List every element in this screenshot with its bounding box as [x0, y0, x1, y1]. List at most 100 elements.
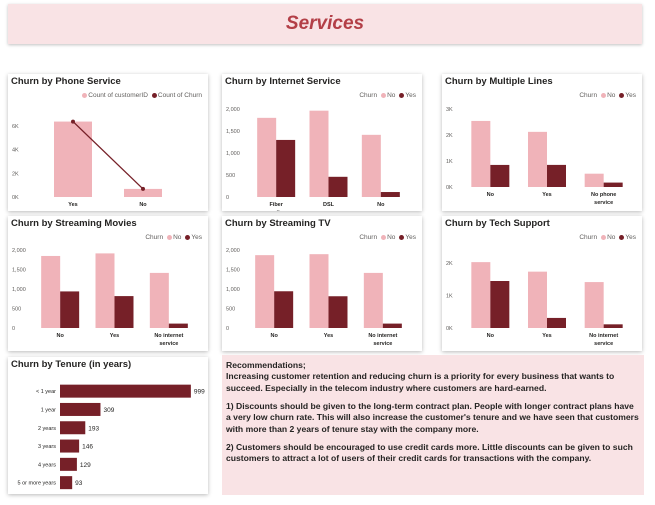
x-tick-label: service [594, 200, 613, 206]
bar-yes [490, 281, 510, 328]
y-tick-label: 2K [12, 171, 19, 177]
x-tick-label: Yes [110, 333, 119, 339]
legend-label: Count of customerID [88, 92, 148, 99]
x-tick-label: No internet [589, 333, 618, 339]
chart-plot: < 1 year 999 1 year 309 2 years 193 3 years 146… [17, 384, 205, 490]
legend-label: Yes [191, 234, 202, 241]
bar-yes [328, 296, 348, 328]
y-tick-label: 2,000 [226, 107, 240, 113]
bar [54, 121, 92, 197]
y-tick-label: 1K [446, 159, 453, 165]
bar [60, 476, 73, 490]
series-line [72, 121, 144, 190]
page-header: Services [8, 4, 642, 44]
legend-dot [619, 234, 625, 240]
chart-title: Churn by Tenure (in years) [11, 359, 132, 370]
chart-card-streaming-tv[interactable]: Churn by Streaming TV Churn No Yes 0 500 1… [222, 216, 422, 351]
bar-no [41, 255, 61, 328]
x-tick-label: service [594, 341, 613, 347]
legend-dot [619, 92, 625, 98]
x-tick-label: DSL [323, 202, 335, 208]
data-label: 193 [88, 425, 99, 432]
bar-no [95, 253, 115, 328]
bar-yes [168, 323, 188, 328]
x-tick-label: No [56, 333, 64, 339]
legend-label: Yes [405, 234, 416, 241]
chart-title: Churn by Internet Service [225, 76, 341, 87]
y-tick-label: 1,500 [226, 129, 240, 135]
y-tick-label: 500 [226, 307, 235, 313]
bar [60, 384, 191, 398]
page-title: Services [285, 13, 365, 34]
legend-title: Churn [145, 234, 164, 241]
chart-title: Churn by Streaming Movies [11, 218, 137, 229]
y-tick-label: 1,500 [12, 268, 26, 274]
y-tick-label: 4 years [38, 462, 56, 468]
y-tick-label: 0K [12, 195, 19, 201]
data-label: 129 [80, 462, 91, 469]
y-tick-label: 5 or more years [17, 481, 56, 487]
y-tick-label: 1 year [41, 407, 56, 413]
bar-no [149, 272, 169, 328]
chart-title: Churn by Phone Service [11, 76, 121, 87]
y-tick-label: 1,000 [12, 287, 26, 293]
bar-no [528, 271, 547, 328]
legend-label: Yes [625, 92, 636, 99]
legend-dot [151, 92, 157, 98]
x-tick-label: No internet [154, 333, 183, 339]
bar [60, 457, 77, 471]
y-tick-label: 0K [446, 326, 453, 332]
y-tick-label: 2K [446, 133, 453, 139]
y-tick-label: 2,000 [12, 248, 26, 254]
legend-label: Count of Churn [157, 92, 202, 99]
chart-card-streaming-movies[interactable]: Churn by Streaming Movies Churn No Yes 0… [8, 216, 208, 351]
legend-title: Churn [359, 234, 378, 241]
bar-no [584, 282, 604, 328]
chart-plot: 0K 2K 4K 6K Yes No [12, 119, 162, 208]
legend-label: No [607, 234, 616, 241]
x-tick-label: No [487, 192, 495, 198]
bar-yes [547, 164, 566, 187]
y-tick-label: 3 years [38, 444, 56, 450]
bar-no [255, 255, 275, 328]
y-tick-label: 500 [12, 307, 21, 313]
bar-yes [382, 323, 402, 328]
chart-card-tech-support[interactable]: Churn by Tech Support Churn No Yes 0K 1K 2… [442, 216, 642, 351]
data-label: 309 [103, 407, 114, 414]
bar-no [528, 131, 547, 187]
x-tick-label: No [270, 333, 278, 339]
chart-card-phone-service[interactable]: Churn by Phone Service Count of customer… [8, 74, 208, 211]
chart-card-internet-service[interactable]: Churn by Internet Service Churn No Yes 0… [222, 74, 422, 211]
chart-plot: 0 500 1,000 1,500 2,000 Fiber optic DSL No [226, 107, 400, 211]
y-tick-label: 3K [446, 107, 453, 113]
bar-yes [328, 176, 348, 197]
x-tick-label: No [377, 202, 385, 208]
y-tick-label: 2 years [38, 426, 56, 432]
bar-yes [547, 317, 566, 328]
y-tick-label: 1,000 [226, 151, 240, 157]
x-tick-label: Fiber [269, 202, 283, 208]
x-tick-label: service [373, 341, 392, 347]
bar [124, 188, 162, 197]
chart-card-tenure[interactable]: Churn by Tenure (in years) < 1 year 999 1 … [8, 357, 208, 494]
y-tick-label: 4K [12, 148, 19, 154]
y-tick-label: 0K [446, 185, 453, 191]
chart-title: Churn by Tech Support [445, 218, 550, 229]
x-tick-label: service [159, 341, 178, 347]
bar-yes [274, 291, 294, 328]
recommendations-panel: Recommendations; Increasing customer ret… [222, 355, 644, 495]
bar-no [471, 262, 491, 328]
legend-dot [82, 92, 88, 98]
legend-label: No [607, 92, 616, 99]
x-tick-label: Yes [68, 202, 77, 208]
y-tick-label: 0 [226, 326, 229, 332]
chart-plot: 0 500 1,000 1,500 2,000 No Yes No internet servi… [226, 248, 402, 347]
legend-dot [185, 234, 191, 240]
data-label: 999 [194, 389, 205, 396]
x-tick-label: No internet [368, 333, 397, 339]
y-tick-label: 6K [12, 124, 19, 130]
chart-legend: Churn No Yes [359, 234, 416, 241]
x-tick-label: No phone [591, 192, 616, 198]
chart-card-multiple-lines[interactable]: Churn by Multiple Lines Churn No Yes 0K 1… [442, 74, 642, 211]
chart-plot: 0K 1K 2K No Yes No internet service [446, 261, 623, 347]
